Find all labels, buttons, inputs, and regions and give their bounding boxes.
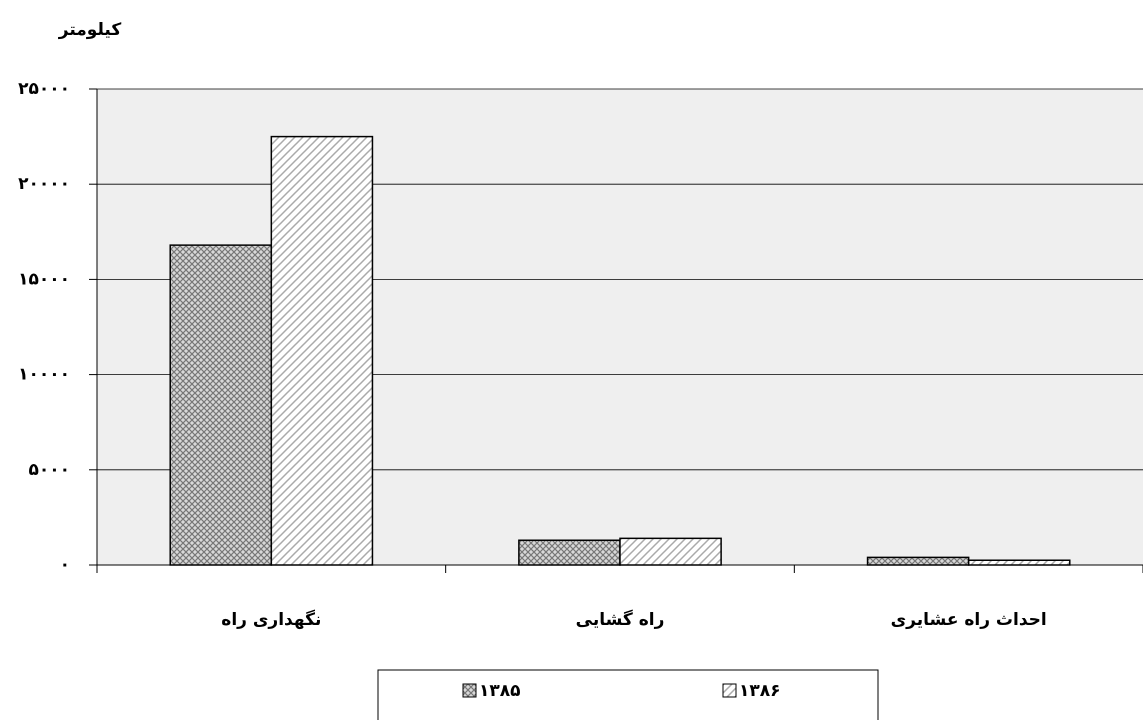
y-tick-label: ۲۰۰۰۰: [18, 174, 70, 194]
bar: [967, 559, 1071, 566]
bar: [169, 244, 273, 566]
y-tick-label: ۱۵۰۰۰: [18, 269, 70, 289]
bar: [270, 135, 374, 566]
legend-swatch: [722, 683, 737, 698]
x-tick-label: نگهداری راه: [221, 609, 321, 630]
bar: [619, 537, 722, 566]
bar: [866, 556, 970, 566]
legend-label: ۱۳۸۵: [479, 681, 521, 701]
y-tick-label: ۲۵۰۰۰: [18, 79, 70, 99]
x-tick-label: احداث راه عشایری: [891, 610, 1047, 630]
y-tick-label: ۵۰۰۰: [28, 460, 70, 480]
y-tick-label: ۱۰۰۰۰: [18, 365, 70, 385]
legend-box: [377, 669, 879, 720]
x-tick-label: راه گشایی: [576, 609, 665, 630]
bar: [518, 539, 621, 566]
y-axis-title: کیلومتر: [58, 20, 122, 40]
legend-swatch: [462, 683, 477, 698]
legend-label: ۱۳۸۶: [739, 681, 781, 701]
y-tick-label: ۰: [60, 555, 70, 575]
